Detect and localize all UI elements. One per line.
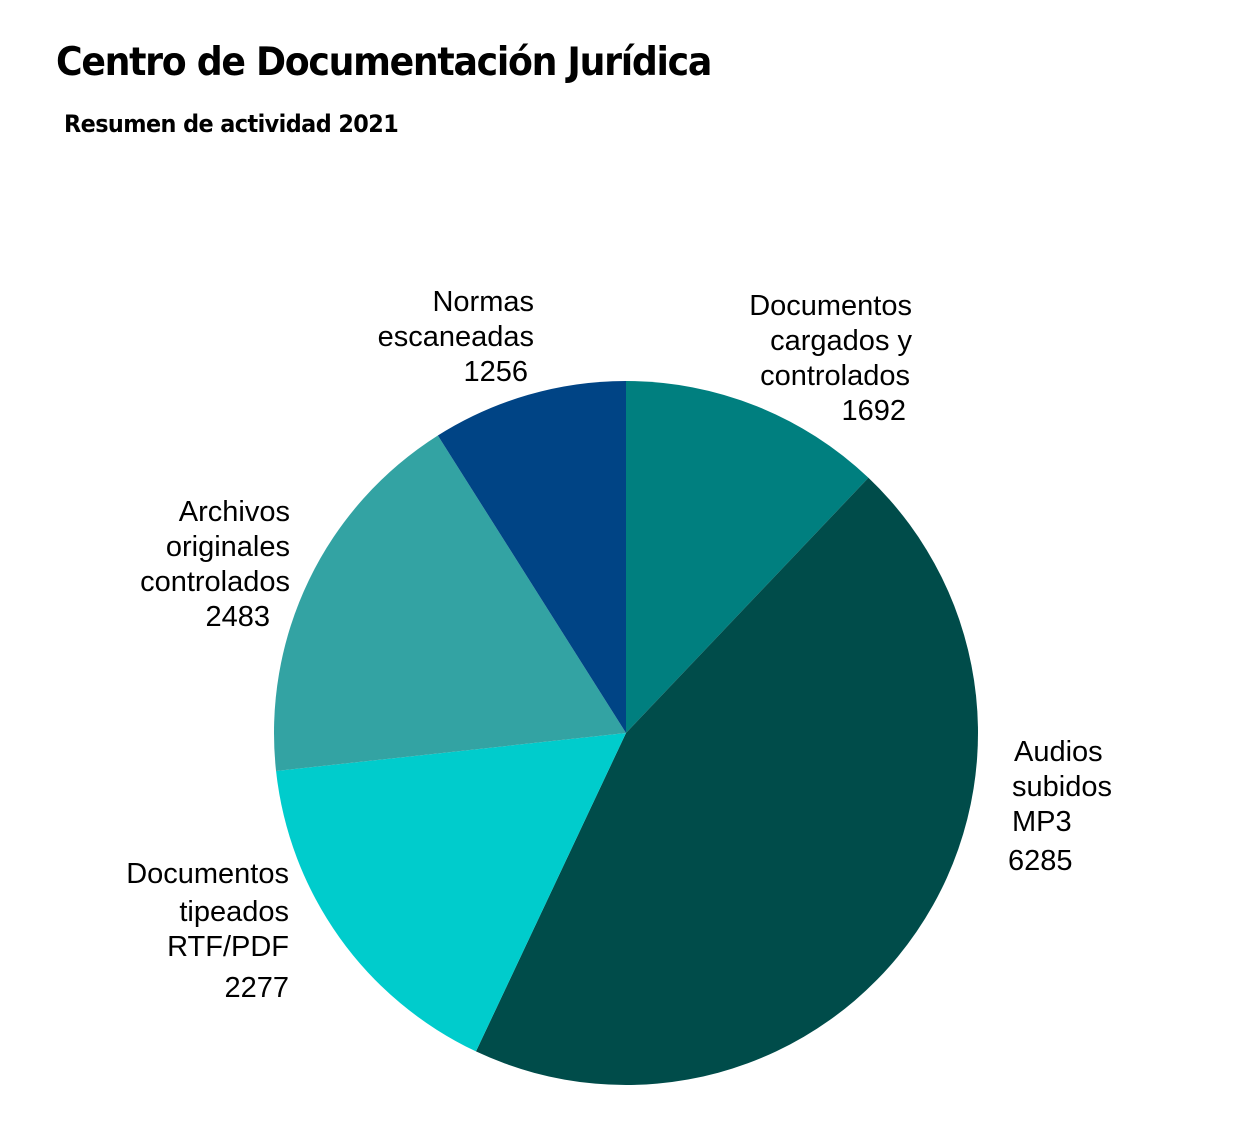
- label-line: Documentos: [749, 290, 912, 322]
- pie-slice-documentos-cargados-y-controlados: [626, 381, 869, 733]
- label-line: controlados: [140, 566, 290, 598]
- label-line: subidos: [1012, 771, 1112, 803]
- pie-slice-documentos-tipeados-rtf-pdf: [276, 733, 626, 1052]
- pie-slice-normas-escaneadas: [437, 381, 626, 733]
- label-line: controlados: [760, 360, 910, 392]
- label-line: Normas: [432, 286, 534, 318]
- label-line: escaneadas: [377, 321, 534, 353]
- pie-slice-audios-subidos-mp3: [475, 477, 978, 1085]
- label-line: tipeados: [179, 896, 289, 928]
- label-audios-subidos: Audios subidos MP3 6285: [1008, 735, 1112, 879]
- label-line: originales: [165, 531, 290, 563]
- chart-subtitle: Resumen de actividad 2021: [64, 110, 399, 138]
- label-documentos-cargados: Documentos cargados y controlados 1692: [749, 289, 912, 429]
- chart-title: Centro de Documentación Jurídica: [56, 40, 712, 85]
- label-line: cargados y: [770, 325, 912, 357]
- label-normas-escaneadas: Normas escaneadas 1256: [378, 285, 534, 390]
- label-archivos-originales: Archivos originales controlados 2483: [140, 495, 290, 635]
- label-value: 1256: [463, 356, 528, 388]
- label-value: 2483: [205, 601, 270, 633]
- label-line: RTF/PDF: [167, 931, 289, 963]
- label-line: MP3: [1012, 806, 1072, 838]
- label-value: 1692: [841, 395, 906, 427]
- label-value: 2277: [224, 972, 289, 1004]
- label-line: Documentos: [126, 858, 289, 890]
- label-value: 6285: [1008, 845, 1073, 877]
- label-line: Audios: [1014, 736, 1103, 768]
- label-documentos-tipeados: Documentos tipeados RTF/PDF 2277: [126, 857, 289, 1006]
- label-line: Archivos: [178, 496, 290, 528]
- pie-slices: [273, 381, 978, 1085]
- pie-slice-archivos-originales-controlados: [273, 435, 626, 771]
